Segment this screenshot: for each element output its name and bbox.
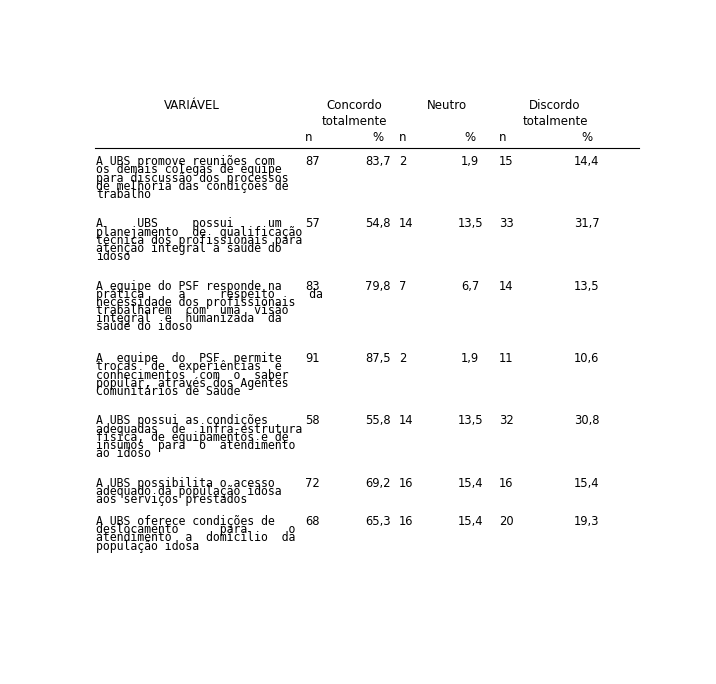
Text: atenção integral a saúde do: atenção integral a saúde do	[96, 242, 282, 255]
Text: Concordo
totalmente: Concordo totalmente	[322, 99, 387, 128]
Text: popular, através dos Agentes: popular, através dos Agentes	[96, 377, 289, 390]
Text: ao idoso: ao idoso	[96, 447, 151, 460]
Text: %: %	[372, 131, 384, 144]
Text: adequado da população idosa: adequado da população idosa	[96, 485, 282, 498]
Text: 15,4: 15,4	[458, 477, 483, 490]
Text: atendimento  a  domícilio  da: atendimento a domícilio da	[96, 531, 296, 544]
Text: os demais colegas de equipe: os demais colegas de equipe	[96, 163, 282, 176]
Text: para discussão dos processos: para discussão dos processos	[96, 172, 289, 185]
Text: 68: 68	[305, 515, 319, 528]
Text: 69,2: 69,2	[365, 477, 391, 490]
Text: A UBS possui as condições: A UBS possui as condições	[96, 415, 268, 428]
Text: 79,8: 79,8	[365, 280, 391, 293]
Text: 13,5: 13,5	[458, 415, 483, 428]
Text: 65,3: 65,3	[365, 515, 391, 528]
Text: 16: 16	[399, 515, 414, 528]
Text: trabalho: trabalho	[96, 188, 151, 201]
Text: Comunitários de Saúde: Comunitários de Saúde	[96, 385, 241, 398]
Text: 87,5: 87,5	[365, 352, 391, 365]
Text: 57: 57	[305, 218, 319, 231]
Text: %: %	[581, 131, 592, 144]
Text: saúde do idoso: saúde do idoso	[96, 320, 193, 333]
Text: 1,9: 1,9	[461, 155, 479, 168]
Text: 15,4: 15,4	[458, 515, 483, 528]
Text: n: n	[499, 131, 506, 144]
Text: A UBS possibilita o acesso: A UBS possibilita o acesso	[96, 477, 275, 490]
Text: de melhoria das condições de: de melhoria das condições de	[96, 180, 289, 193]
Text: trocas  de  experiências  e: trocas de experiências e	[96, 360, 282, 373]
Text: 87: 87	[305, 155, 319, 168]
Text: 7: 7	[399, 280, 407, 293]
Text: física, de equipamentos e de: física, de equipamentos e de	[96, 431, 289, 444]
Text: integral  e  humanizada  da: integral e humanizada da	[96, 312, 282, 325]
Text: 14: 14	[399, 415, 414, 428]
Text: 83: 83	[305, 280, 319, 293]
Text: 14,4: 14,4	[574, 155, 599, 168]
Text: 6,7: 6,7	[461, 280, 479, 293]
Text: insumos  para  o  atendimento: insumos para o atendimento	[96, 439, 296, 452]
Text: 10,6: 10,6	[574, 352, 599, 365]
Text: A UBS oferece condições de: A UBS oferece condições de	[96, 515, 275, 528]
Text: VARIÁVEL: VARIÁVEL	[164, 99, 220, 112]
Text: 11: 11	[499, 352, 513, 365]
Text: n: n	[305, 131, 312, 144]
Text: A     UBS     possui     um: A UBS possui um	[96, 218, 282, 231]
Text: 14: 14	[499, 280, 513, 293]
Text: A UBS promove reuniões com: A UBS promove reuniões com	[96, 155, 275, 168]
Text: 2: 2	[399, 155, 407, 168]
Text: 16: 16	[399, 477, 414, 490]
Text: 33: 33	[499, 218, 514, 231]
Text: idoso: idoso	[96, 250, 130, 263]
Text: prática     a     respeito     da: prática a respeito da	[96, 288, 323, 301]
Text: 55,8: 55,8	[365, 415, 391, 428]
Text: deslocamento      para      o: deslocamento para o	[96, 523, 296, 536]
Text: necessidade dos profissionais: necessidade dos profissionais	[96, 296, 296, 309]
Text: 32: 32	[499, 415, 514, 428]
Text: 16: 16	[499, 477, 513, 490]
Text: Neutro: Neutro	[427, 99, 467, 112]
Text: %: %	[465, 131, 475, 144]
Text: 20: 20	[499, 515, 513, 528]
Text: 14: 14	[399, 218, 414, 231]
Text: A  equipe  do  PSF  permite: A equipe do PSF permite	[96, 352, 282, 365]
Text: Discordo
totalmente: Discordo totalmente	[522, 99, 588, 128]
Text: 15: 15	[499, 155, 513, 168]
Text: população idosa: população idosa	[96, 540, 199, 553]
Text: 15,4: 15,4	[574, 477, 599, 490]
Text: planejamento  de  qualificação: planejamento de qualificação	[96, 226, 302, 239]
Text: 19,3: 19,3	[574, 515, 599, 528]
Text: 31,7: 31,7	[574, 218, 599, 231]
Text: adequadas  de  infra-estrutura: adequadas de infra-estrutura	[96, 423, 302, 436]
Text: aos serviços prestados: aos serviços prestados	[96, 493, 248, 506]
Text: 58: 58	[305, 415, 319, 428]
Text: 30,8: 30,8	[574, 415, 599, 428]
Text: 13,5: 13,5	[574, 280, 599, 293]
Text: técnica dos profissionais para: técnica dos profissionais para	[96, 234, 302, 247]
Text: 72: 72	[305, 477, 319, 490]
Text: 2: 2	[399, 352, 407, 365]
Text: A equipe do PSF responde na: A equipe do PSF responde na	[96, 280, 282, 293]
Text: conhecimentos  com  o  saber: conhecimentos com o saber	[96, 369, 289, 382]
Text: 83,7: 83,7	[365, 155, 391, 168]
Text: n: n	[399, 131, 407, 144]
Text: trabalharem  com  uma  visão: trabalharem com uma visão	[96, 304, 289, 317]
Text: 54,8: 54,8	[365, 218, 391, 231]
Text: 13,5: 13,5	[458, 218, 483, 231]
Text: 1,9: 1,9	[461, 352, 479, 365]
Text: 91: 91	[305, 352, 319, 365]
